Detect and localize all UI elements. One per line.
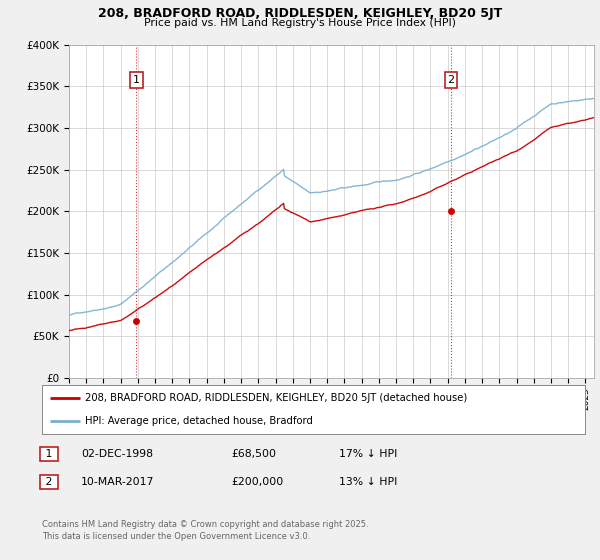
Text: 02-DEC-1998: 02-DEC-1998 <box>81 449 153 459</box>
Text: £68,500: £68,500 <box>231 449 276 459</box>
Text: 2: 2 <box>448 75 455 85</box>
Text: 208, BRADFORD ROAD, RIDDLESDEN, KEIGHLEY, BD20 5JT: 208, BRADFORD ROAD, RIDDLESDEN, KEIGHLEY… <box>98 7 502 20</box>
Text: Price paid vs. HM Land Registry's House Price Index (HPI): Price paid vs. HM Land Registry's House … <box>144 18 456 28</box>
Text: 17% ↓ HPI: 17% ↓ HPI <box>339 449 397 459</box>
Text: £200,000: £200,000 <box>231 477 283 487</box>
Text: 1: 1 <box>133 75 140 85</box>
Text: 2: 2 <box>42 477 56 487</box>
Text: 1: 1 <box>42 449 56 459</box>
Text: Contains HM Land Registry data © Crown copyright and database right 2025.
This d: Contains HM Land Registry data © Crown c… <box>42 520 368 541</box>
Text: 13% ↓ HPI: 13% ↓ HPI <box>339 477 397 487</box>
Text: 208, BRADFORD ROAD, RIDDLESDEN, KEIGHLEY, BD20 5JT (detached house): 208, BRADFORD ROAD, RIDDLESDEN, KEIGHLEY… <box>85 393 467 403</box>
Text: 10-MAR-2017: 10-MAR-2017 <box>81 477 154 487</box>
Text: HPI: Average price, detached house, Bradford: HPI: Average price, detached house, Brad… <box>85 416 313 426</box>
